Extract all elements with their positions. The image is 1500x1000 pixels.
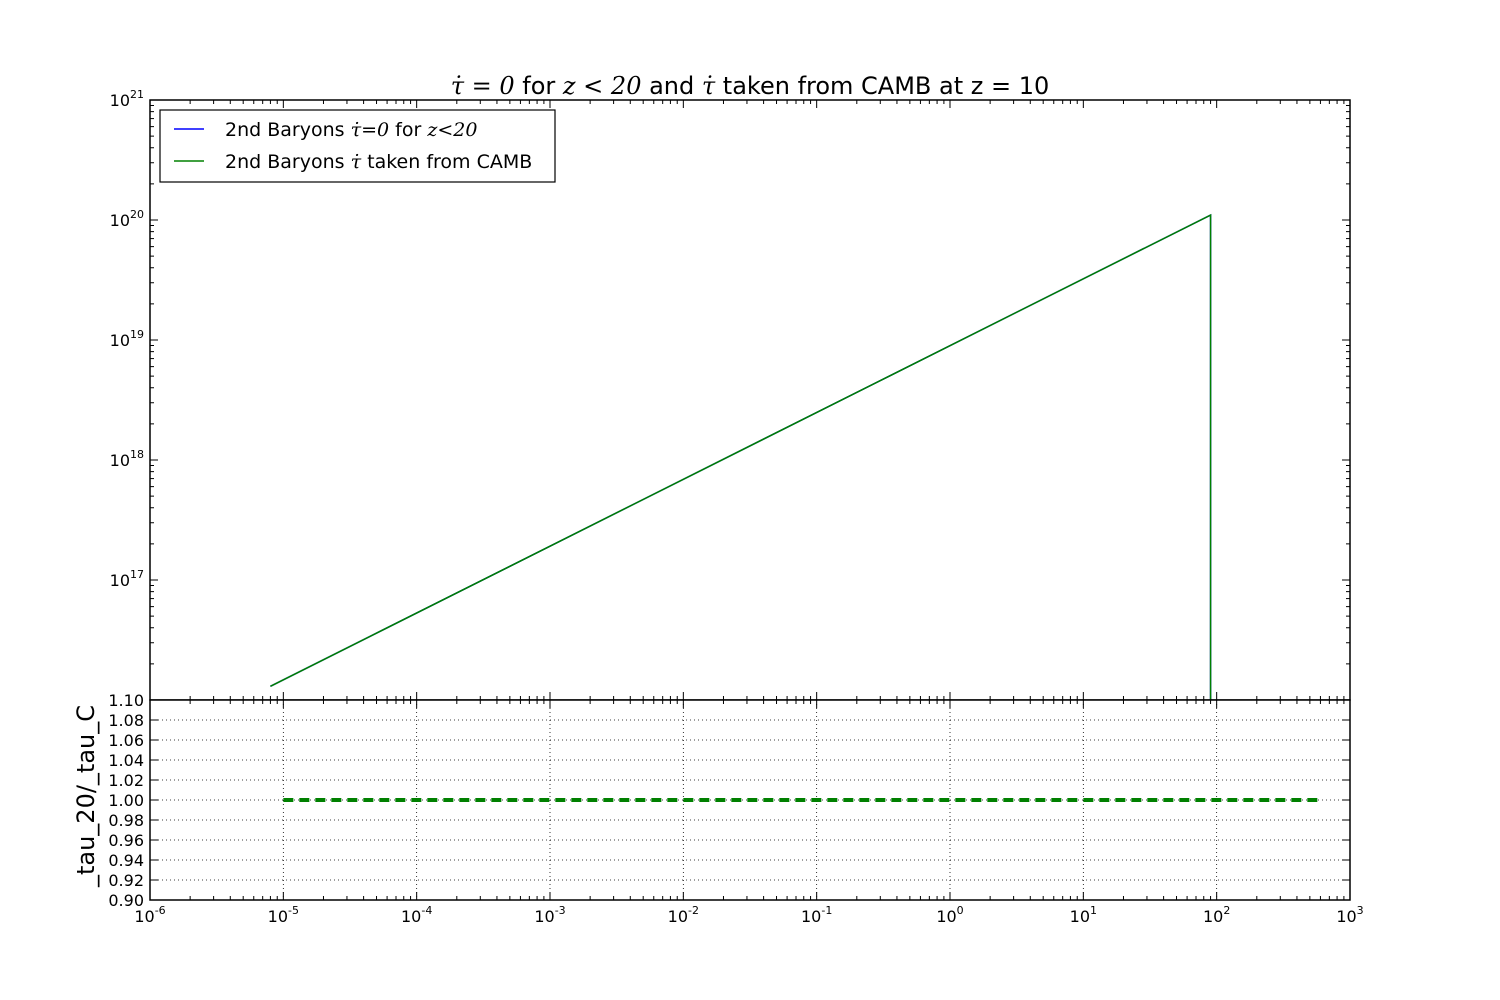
tick-exponent: -4 xyxy=(421,904,432,917)
tick-exponent: 2 xyxy=(1223,904,1230,917)
tick-exponent: -6 xyxy=(155,904,166,917)
tick-base: 10 xyxy=(110,451,130,470)
x-tick-label: 103 xyxy=(1336,904,1363,926)
upper-y-tick-label: 1018 xyxy=(110,448,144,470)
lower-y-tick-label: 0.92 xyxy=(108,871,144,890)
lower-y-tick-label: 1.04 xyxy=(108,751,144,770)
tick-base: 10 xyxy=(134,907,154,926)
title-segment: τ̇ = 0 xyxy=(451,72,515,100)
x-tick-label: 10-4 xyxy=(401,904,432,926)
x-tick-label: 10-3 xyxy=(534,904,565,926)
tick-exponent: 17 xyxy=(130,568,144,581)
lower-y-tick-label: 1.08 xyxy=(108,711,144,730)
tick-base: 10 xyxy=(110,331,130,350)
upper-y-tick-label: 1020 xyxy=(110,208,144,230)
upper-y-tick-label: 1019 xyxy=(110,328,144,350)
title-segment: and xyxy=(641,72,701,100)
lower-y-tick-labels: 1.101.081.061.041.021.000.980.960.940.92… xyxy=(108,691,144,910)
tick-exponent: 18 xyxy=(130,448,144,461)
tick-exponent: -1 xyxy=(821,904,832,917)
lower-panel: 1.101.081.061.041.021.000.980.960.940.92… xyxy=(72,691,1364,926)
x-tick-label: 10-2 xyxy=(668,904,699,926)
tick-exponent: -2 xyxy=(688,904,699,917)
lower-y-tick-label: 0.98 xyxy=(108,811,144,830)
tick-base: 10 xyxy=(1203,907,1223,926)
legend-label-part: τ̇=0 xyxy=(351,119,390,141)
lower-y-tick-label: 0.90 xyxy=(108,891,144,910)
tick-base: 10 xyxy=(534,907,554,926)
tick-base: 10 xyxy=(936,907,956,926)
lower-y-tick-label: 1.10 xyxy=(108,691,144,710)
legend-label-part: z<20 xyxy=(426,119,477,141)
title-segment: τ̇ xyxy=(702,72,716,100)
tick-exponent: -5 xyxy=(288,904,299,917)
x-tick-label: 10-5 xyxy=(268,904,299,926)
x-tick-label: 10-1 xyxy=(801,904,832,926)
legend-label: 2nd Baryons τ̇=0 for z<20 xyxy=(225,119,477,141)
chart-title: τ̇ = 0 for z < 20 and τ̇ taken from CAMB… xyxy=(451,72,1050,100)
tick-exponent: 21 xyxy=(130,88,144,101)
tick-base: 10 xyxy=(110,91,130,110)
lower-plot-frame xyxy=(149,699,1351,901)
lower-y-tick-label: 1.06 xyxy=(108,731,144,750)
tick-exponent: 1 xyxy=(1090,904,1097,917)
tick-base: 10 xyxy=(268,907,288,926)
title-segment: taken from CAMB at z = 10 xyxy=(715,72,1049,100)
tick-exponent: 0 xyxy=(957,904,964,917)
series-line-2 xyxy=(270,213,1212,700)
tick-base: 10 xyxy=(801,907,821,926)
legend-label-part: taken from CAMB xyxy=(361,151,532,173)
tick-exponent: 20 xyxy=(130,208,144,221)
legend-label-part: τ̇ xyxy=(351,151,362,173)
tick-base: 10 xyxy=(401,907,421,926)
tick-base: 10 xyxy=(668,907,688,926)
x-tick-labels: 10-6 10-5 10-4 10-3 10-2 10-1 100 101 102 103 xyxy=(134,904,1363,926)
upper-y-tick-label: 1021 xyxy=(110,88,144,110)
x-tick-label: 100 xyxy=(936,904,963,926)
x-tick-label: 10-6 xyxy=(134,904,165,926)
tick-base: 10 xyxy=(110,211,130,230)
legend-label-part: 2nd Baryons xyxy=(225,119,351,141)
x-tick-label: 102 xyxy=(1203,904,1230,926)
lower-y-tick-label: 0.94 xyxy=(108,851,144,870)
tick-exponent: 3 xyxy=(1357,904,1364,917)
tick-base: 10 xyxy=(110,571,130,590)
tick-base: 10 xyxy=(1336,907,1356,926)
lower-y-tick-label: 1.02 xyxy=(108,771,144,790)
lower-y-axis-label: _tau_20/_tau_C xyxy=(72,705,100,888)
title-segment: z < 20 xyxy=(562,72,642,100)
lower-y-tick-label: 0.96 xyxy=(108,831,144,850)
tick-base: 10 xyxy=(1070,907,1090,926)
legend: 2nd Baryons τ̇=0 for z<20 2nd Baryons τ̇ … xyxy=(159,109,556,183)
title-segment: for xyxy=(515,72,563,100)
upper-plot-area xyxy=(150,100,1350,700)
upper-y-tick-label: 1017 xyxy=(110,568,144,590)
upper-series-group xyxy=(270,213,1212,700)
legend-label: 2nd Baryons τ̇ taken from CAMB xyxy=(225,151,532,173)
legend-label-part: for xyxy=(389,119,427,141)
legend-box xyxy=(159,109,556,183)
legend-label-part: 2nd Baryons xyxy=(225,151,351,173)
tick-exponent: 19 xyxy=(130,328,144,341)
x-tick-label: 101 xyxy=(1070,904,1097,926)
lower-y-tick-label: 1.00 xyxy=(108,791,144,810)
tick-exponent: -3 xyxy=(555,904,566,917)
